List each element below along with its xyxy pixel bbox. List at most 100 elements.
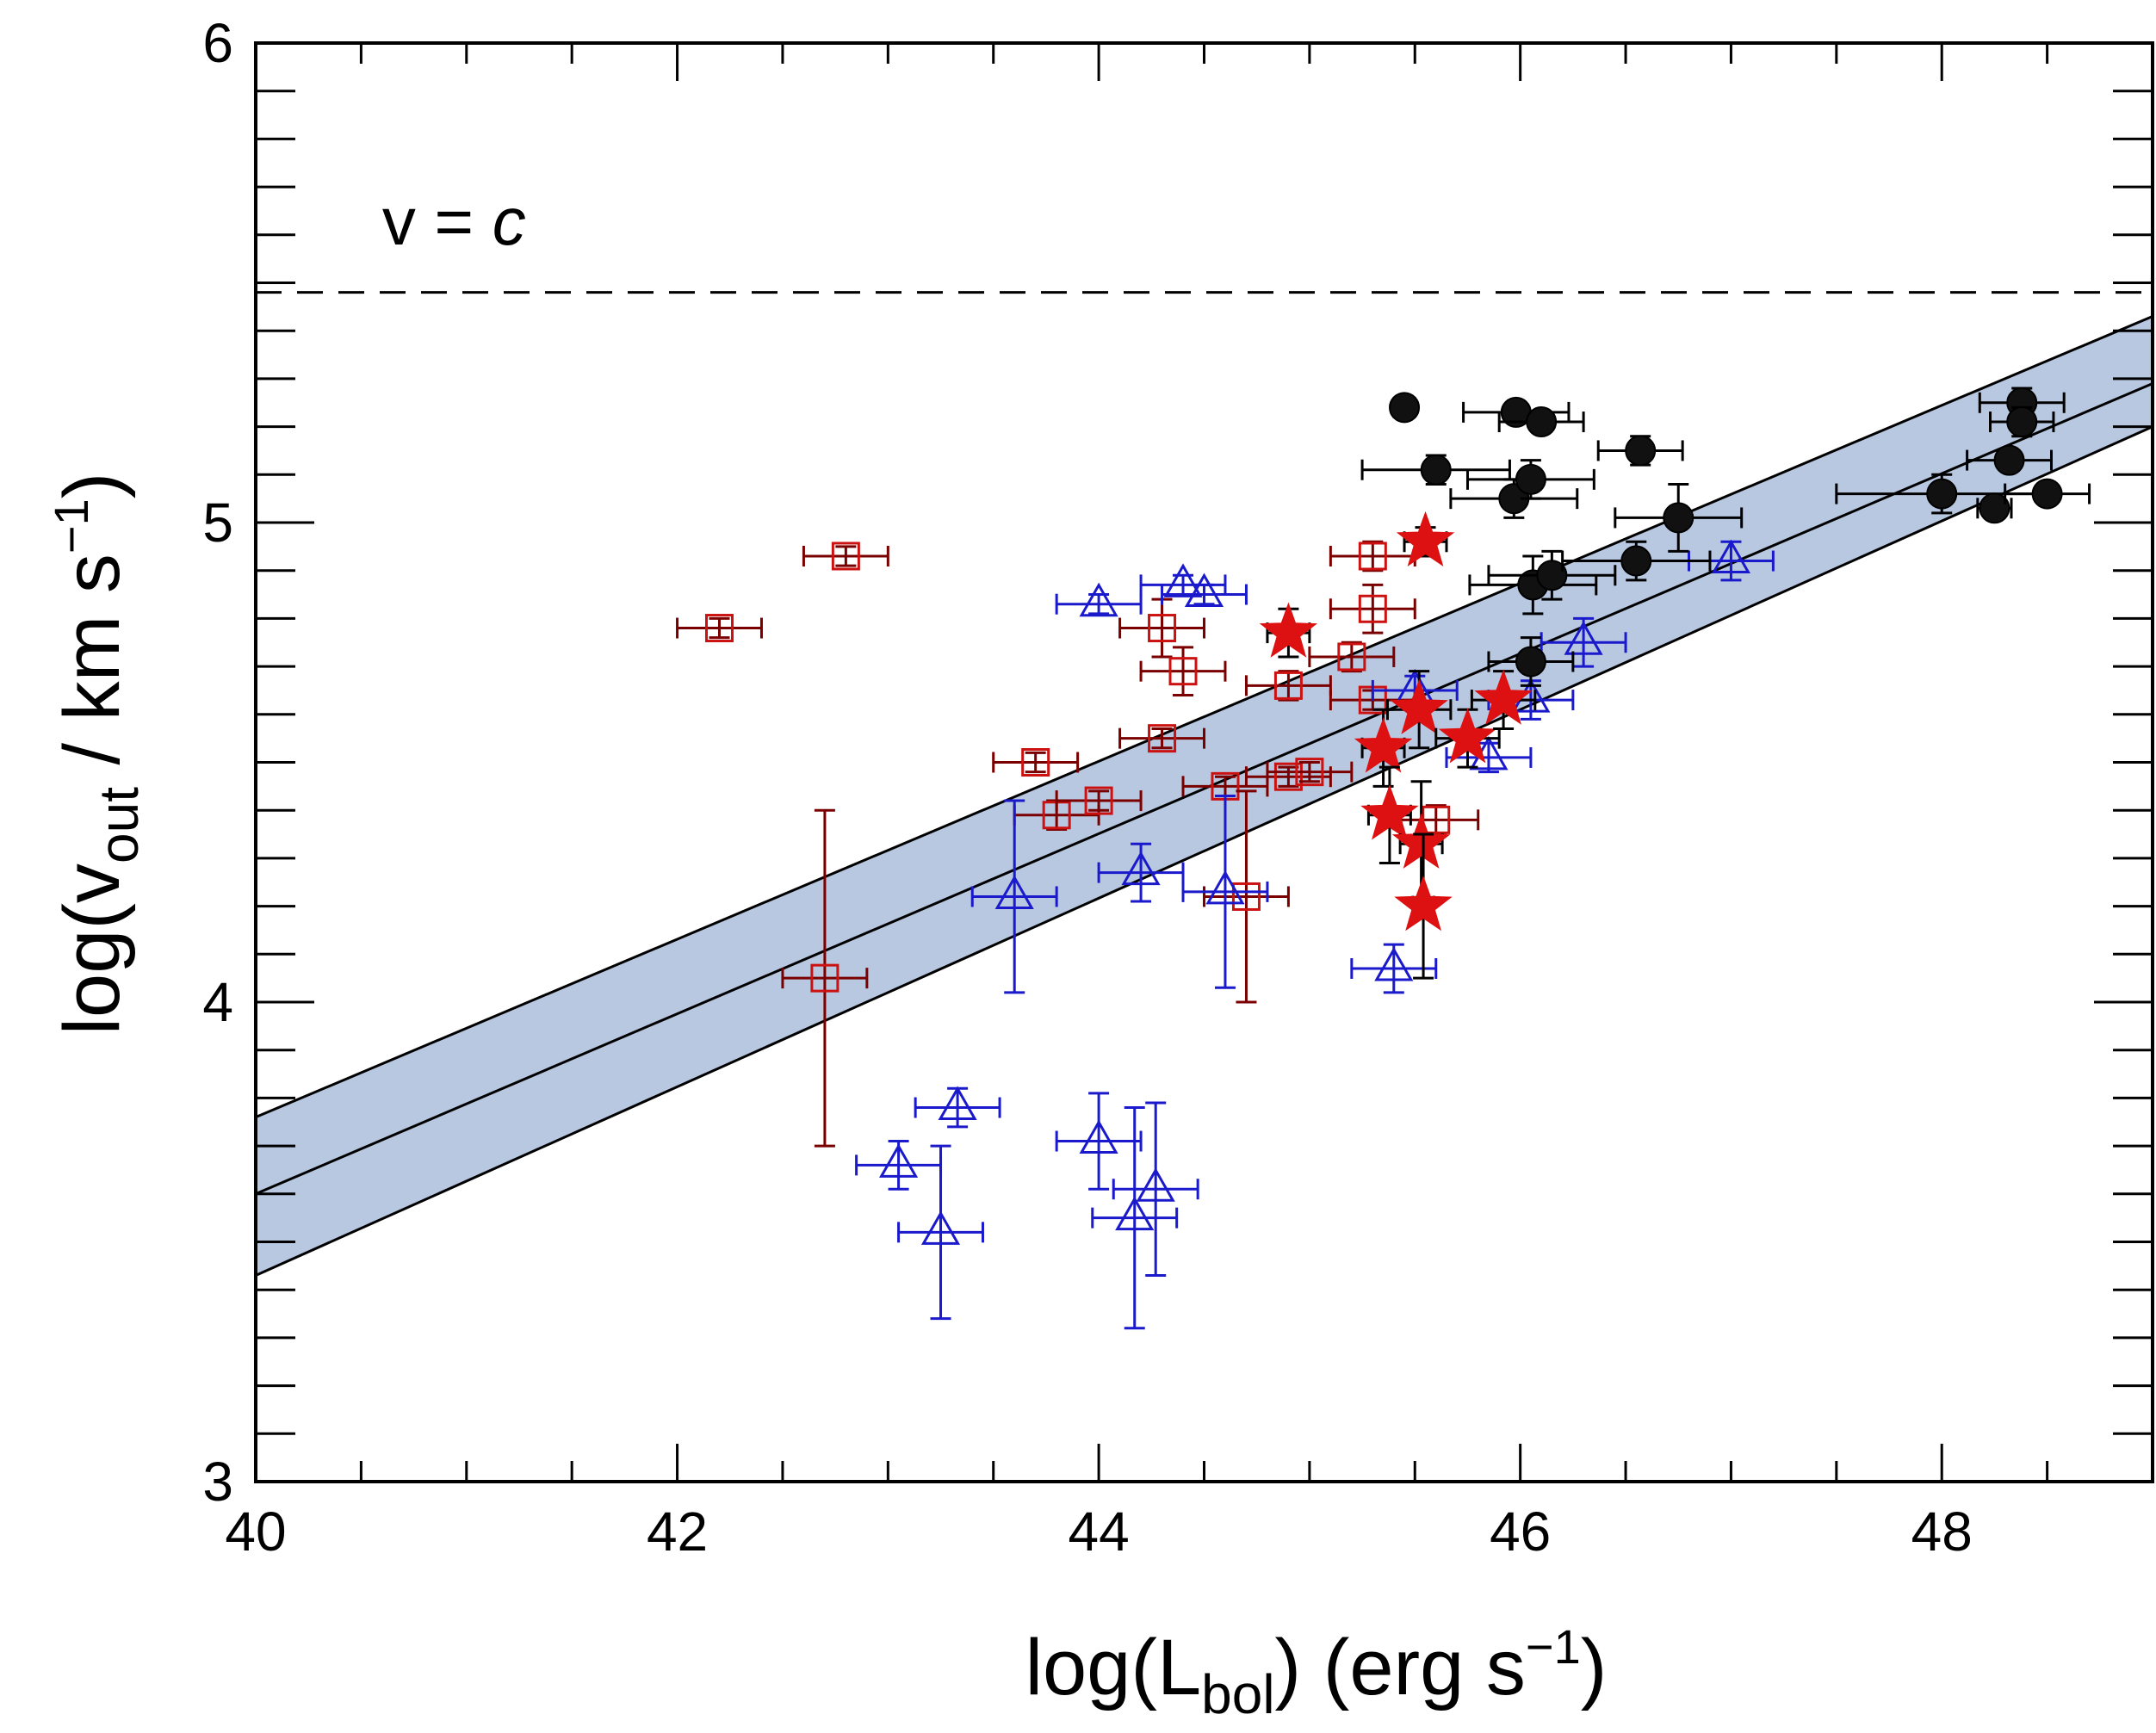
fit-lower-line	[255, 425, 2153, 1277]
data-point-square	[1148, 614, 1177, 643]
x-tick-label: 42	[647, 1501, 708, 1563]
data-point-star	[1360, 784, 1419, 840]
data-point-square	[705, 614, 734, 643]
error-bar	[1203, 789, 1290, 1004]
error-bar	[1055, 593, 1143, 616]
data-point-triangle	[1374, 946, 1414, 981]
data-point-circle	[2031, 478, 2063, 510]
error-bar	[1329, 583, 1416, 634]
error-bar	[1445, 741, 1533, 774]
error-bar	[914, 1086, 1001, 1129]
error-bar	[781, 808, 869, 1148]
error-bar	[1118, 727, 1205, 750]
data-point-triangle	[1079, 582, 1118, 617]
data-point-star	[1438, 708, 1497, 764]
data-point-circle	[1515, 463, 1546, 495]
error-bar	[970, 799, 1058, 994]
error-bar	[1329, 540, 1416, 573]
data-point-square	[1168, 657, 1198, 686]
data-point-circle	[1620, 545, 1652, 577]
data-point-square	[1273, 671, 1303, 700]
data-point-square	[1273, 762, 1303, 791]
error-bar	[1540, 616, 1627, 668]
axis-labels-group: 40 42 44 46 48 3 4 5 6 log(Lbol) (erg s−1) log(vou…	[44, 12, 1973, 1725]
data-point-star	[1259, 602, 1318, 658]
data-point-triangle	[1564, 621, 1603, 655]
data-point-triangle	[878, 1143, 919, 1178]
data-point-circle	[1420, 454, 1452, 486]
error-bar	[1266, 761, 1354, 783]
error-bar	[1055, 1092, 1143, 1191]
fit-lines-group	[255, 315, 2153, 1277]
y-tick-label: 3	[202, 1451, 233, 1513]
data-point-triangle	[1079, 1119, 1118, 1154]
data-point-circle	[1993, 444, 2025, 476]
data-point-triangle	[1115, 1196, 1155, 1231]
data-point-triangle	[994, 875, 1034, 909]
x-tick-label: 40	[225, 1501, 286, 1563]
error-bar	[1112, 1101, 1199, 1277]
x-tick-label: 46	[1490, 1501, 1551, 1563]
x-tick-label: 44	[1069, 1501, 1130, 1563]
x-axis-label: log(Lbol) (erg s−1)	[1025, 1619, 1608, 1725]
error-bar	[1350, 943, 1438, 994]
error-bar	[1161, 583, 1248, 606]
y-tick-label: 4	[202, 971, 233, 1033]
data-point-square	[1295, 758, 1324, 787]
data-point-triangle	[1205, 870, 1245, 905]
error-bar	[1091, 1106, 1179, 1330]
data-point-square	[1084, 786, 1113, 815]
data-point-triangle	[938, 1086, 977, 1121]
y-axis-label-group: log(vout / km s−1)	[44, 473, 150, 1036]
error-bar	[1139, 646, 1227, 697]
series-circle	[1360, 387, 2091, 687]
x-tick-label: 48	[1911, 1501, 1973, 1563]
y-tick-label: 5	[202, 492, 233, 554]
data-point-star	[1396, 511, 1455, 566]
data-point-triangle	[920, 1210, 961, 1245]
data-point-square	[1337, 642, 1366, 672]
error-bar	[676, 616, 763, 640]
ticks-group	[254, 41, 2154, 1483]
data-point-circle	[1536, 560, 1568, 591]
data-point-circle	[1515, 646, 1546, 678]
data-point-star	[1390, 678, 1448, 734]
fit-confidence-band	[256, 316, 2153, 1276]
data-point-triangle	[1184, 573, 1224, 608]
data-point-square	[1358, 594, 1387, 623]
error-bar	[1308, 641, 1396, 673]
y-axis-label: log(vout / km s−1)	[44, 473, 150, 1036]
error-bar	[802, 545, 889, 567]
data-point-square	[1358, 542, 1387, 571]
error-bar	[897, 1144, 984, 1321]
data-point-square	[1148, 724, 1177, 753]
fit-upper-line	[255, 315, 2153, 1119]
y-tick-label: 6	[202, 12, 233, 74]
data-point-triangle	[1163, 563, 1203, 597]
data-point-square	[810, 963, 839, 993]
data-point-circle	[1389, 392, 1421, 424]
data-point-star	[1354, 717, 1413, 773]
error-bar	[1181, 794, 1269, 989]
data-point-square	[831, 542, 860, 571]
error-bar	[1118, 597, 1205, 659]
series-square	[676, 540, 1480, 1148]
data-point-circle	[1526, 406, 1558, 438]
data-point-circle	[1625, 435, 1657, 467]
fit-confidence-band-group	[256, 316, 2153, 1276]
error-bar	[992, 751, 1080, 774]
data-point-star	[1391, 813, 1451, 869]
data-point-star	[1394, 876, 1453, 931]
data-point-triangle	[1136, 1167, 1175, 1202]
speed-of-light-label: v = c	[382, 183, 526, 259]
fit-center-line	[255, 382, 2153, 1196]
data-point-circle	[1926, 478, 1958, 510]
error-bar	[1055, 789, 1143, 812]
data-point-square	[1021, 748, 1050, 777]
reference-line-group: v = c	[256, 183, 2153, 294]
data-point-triangle	[1711, 539, 1751, 574]
data-point-square	[1231, 882, 1261, 911]
data-point-star	[1474, 669, 1533, 725]
data-point-circle	[2006, 406, 2038, 438]
